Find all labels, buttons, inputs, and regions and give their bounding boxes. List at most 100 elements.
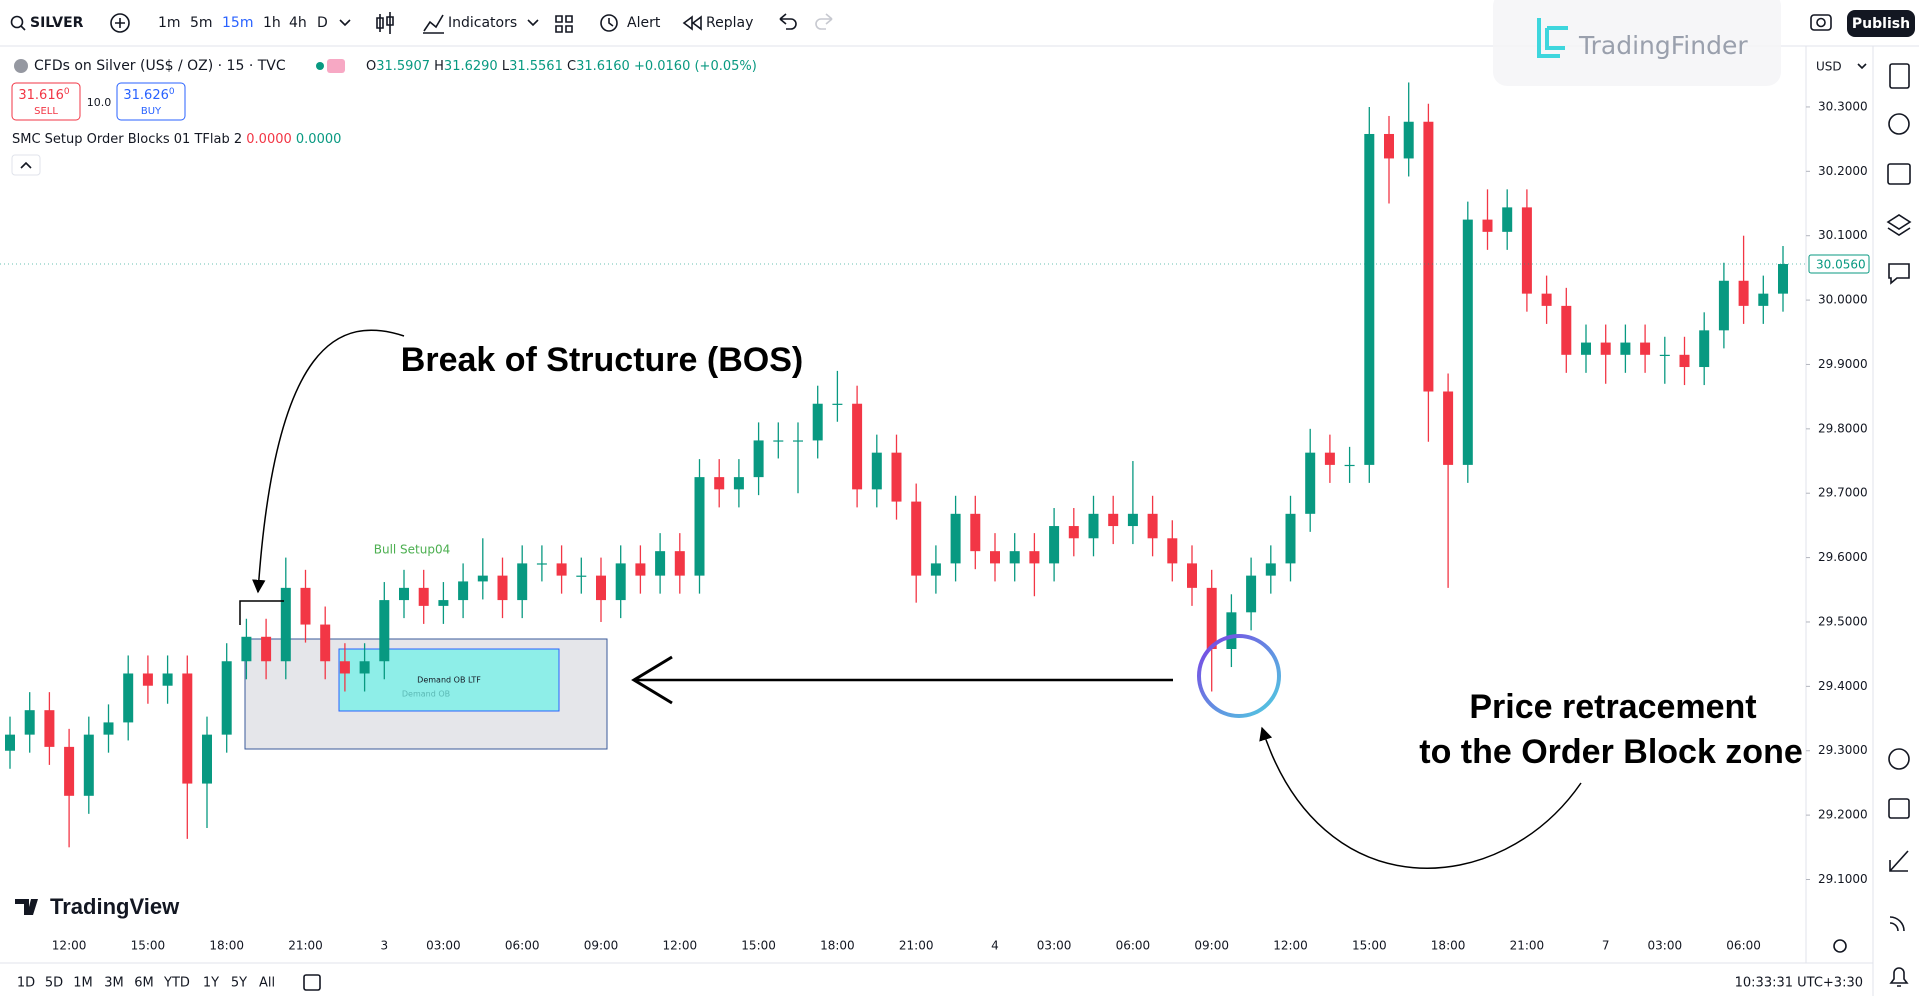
- watchlist-icon[interactable]: [1889, 63, 1910, 89]
- replay-icon[interactable]: [682, 15, 702, 31]
- candle-body: [714, 477, 725, 490]
- candle-body: [458, 581, 469, 601]
- interval[interactable]: 1h: [263, 15, 281, 31]
- alert-button[interactable]: Alert: [627, 15, 661, 31]
- candle-body: [812, 403, 823, 441]
- sell-price-sup: 0: [64, 87, 70, 97]
- layouts-icon[interactable]: [555, 15, 573, 33]
- x-tick-label: 06:00: [1116, 939, 1151, 953]
- candle-body: [320, 624, 331, 662]
- currency-menu[interactable]: [1857, 63, 1867, 70]
- undo[interactable]: [779, 13, 797, 30]
- feed-icon[interactable]: [1889, 916, 1905, 932]
- spread: 10.0: [87, 96, 112, 109]
- range-button[interactable]: 3M: [104, 976, 124, 991]
- range-button[interactable]: 1D: [17, 976, 35, 991]
- search-icon[interactable]: [10, 15, 24, 29]
- candle-body: [1718, 280, 1729, 331]
- retracement-arrow: [1259, 726, 1582, 869]
- indicator-value: 0.0000: [246, 132, 292, 147]
- y-tick-label: 29.9000: [1818, 357, 1868, 371]
- add-symbol[interactable]: [110, 13, 130, 33]
- x-tick-label: 3: [380, 939, 388, 953]
- collapse-button[interactable]: [11, 154, 41, 176]
- zones: [244, 638, 608, 750]
- replay-button[interactable]: Replay: [706, 15, 753, 31]
- range-button[interactable]: 6M: [134, 976, 154, 991]
- candle-body: [536, 563, 547, 565]
- indicators-menu[interactable]: [527, 19, 539, 27]
- indicators-button[interactable]: Indicators: [448, 15, 517, 31]
- layers-icon[interactable]: [1886, 214, 1912, 236]
- y-tick-label: 29.6000: [1818, 550, 1868, 564]
- y-tick-label: 29.1000: [1818, 872, 1868, 886]
- chat-icon[interactable]: [1888, 263, 1910, 285]
- symbol[interactable]: SILVER: [30, 15, 84, 31]
- y-tick-label: 30.1000: [1818, 228, 1868, 242]
- indicators-icon[interactable]: [423, 14, 444, 34]
- alert-icon-hand: [608, 18, 614, 27]
- y-tick-label: 29.7000: [1818, 486, 1868, 500]
- currency[interactable]: USD: [1816, 60, 1842, 74]
- x-tick-label: 03:00: [426, 939, 461, 953]
- target-icon[interactable]: [1888, 748, 1910, 770]
- interval-menu[interactable]: [339, 19, 351, 27]
- range-button[interactable]: All: [259, 976, 275, 991]
- legend: CFDs on Silver (US$ / OZ) · 15 · TVC O31…: [11, 58, 757, 176]
- notifications-icon[interactable]: [1889, 967, 1909, 987]
- clock[interactable]: 10:33:31 UTC+3:30: [1735, 976, 1863, 991]
- candle-body: [497, 575, 508, 601]
- sell-button[interactable]: [11, 82, 81, 121]
- x-tick-label: 12:00: [52, 939, 87, 953]
- snapshot-icon[interactable]: [1810, 14, 1832, 31]
- alerts-icon[interactable]: [1888, 113, 1910, 135]
- goto-date[interactable]: [303, 974, 321, 991]
- candle-body: [1600, 342, 1611, 355]
- interval[interactable]: 1m: [158, 15, 181, 31]
- search-icon-handle: [20, 25, 26, 31]
- candle-body: [83, 734, 94, 796]
- range-button[interactable]: YTD: [163, 976, 190, 991]
- annotations: Demand OB LTF Demand OB Bull Setup04 Bre…: [239, 329, 1803, 869]
- candle-body: [438, 600, 449, 606]
- instrument-icon: [14, 59, 28, 73]
- sell-price[interactable]: 31.6160: [18, 87, 70, 103]
- interval[interactable]: 4h: [289, 15, 307, 31]
- indicator-legend: SMC Setup Order Blocks 01 TFlab 2 0.0000…: [12, 132, 341, 147]
- x-tick-label: 18:00: [820, 939, 855, 953]
- range-button[interactable]: 5Y: [231, 976, 247, 991]
- x-tick-label: 21:00: [288, 939, 323, 953]
- candle-body: [1147, 513, 1158, 539]
- x-tick-label: 06:00: [1726, 939, 1761, 953]
- axis-settings[interactable]: [1833, 939, 1847, 953]
- data-window-icon[interactable]: [1887, 163, 1911, 185]
- publish-button[interactable]: [1847, 10, 1915, 37]
- buy-price[interactable]: 31.6260: [123, 87, 175, 103]
- bos-label: Break of Structure (BOS): [401, 341, 803, 379]
- range-button[interactable]: 5D: [45, 976, 63, 991]
- candle-body: [753, 440, 764, 478]
- range-button[interactable]: 1M: [73, 976, 93, 991]
- redo[interactable]: [815, 13, 833, 30]
- candle-body: [832, 403, 843, 405]
- drawing-icon[interactable]: [1889, 850, 1909, 872]
- buy-label[interactable]: BUY: [141, 106, 162, 117]
- buy-button[interactable]: [116, 82, 186, 121]
- indicator-value: 0.0000: [296, 132, 342, 147]
- candle-body: [1384, 133, 1394, 159]
- candle-body: [123, 673, 134, 723]
- candle-body: [339, 661, 350, 674]
- logo: TradingView: [50, 894, 180, 919]
- interval[interactable]: D: [317, 15, 328, 31]
- sell-label[interactable]: SELL: [34, 106, 58, 117]
- candle-body: [1265, 563, 1276, 576]
- interval-active[interactable]: 15m: [222, 15, 253, 31]
- calendar-icon[interactable]: [1888, 798, 1910, 819]
- range-button[interactable]: 1Y: [203, 976, 219, 991]
- interval[interactable]: 5m: [190, 15, 213, 31]
- status-badge: [327, 59, 345, 73]
- chart-type-icon[interactable]: [376, 12, 394, 34]
- last-price-box: [1808, 254, 1870, 274]
- publish-label[interactable]: Publish: [1852, 16, 1910, 32]
- alert-icon[interactable]: [600, 14, 618, 32]
